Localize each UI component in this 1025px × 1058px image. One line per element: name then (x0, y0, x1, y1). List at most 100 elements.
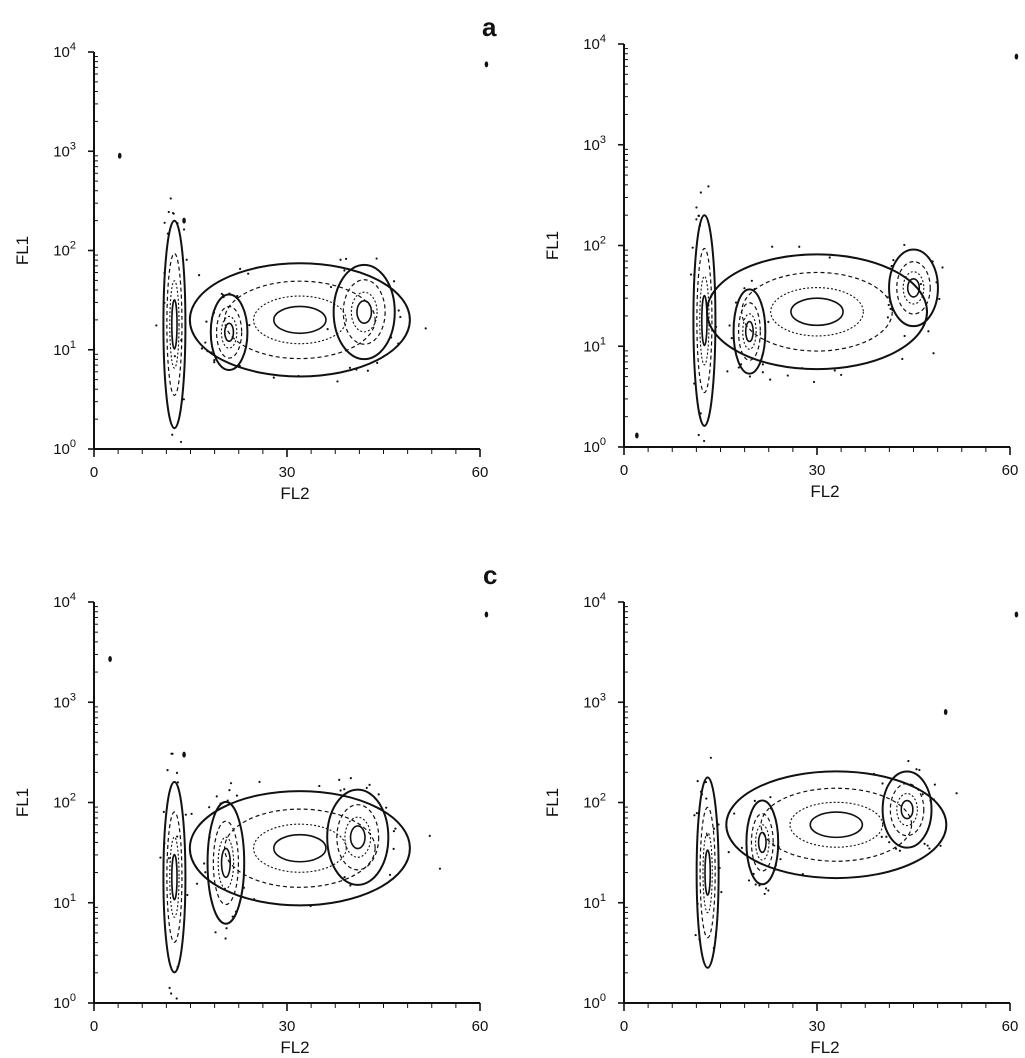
contour-level (206, 800, 246, 925)
event-dot (329, 285, 333, 289)
y-tick-exponent: 0 (600, 436, 606, 448)
contour-level (770, 287, 864, 337)
y-tick-base: 10 (53, 143, 70, 160)
y-tick-base: 10 (53, 895, 70, 912)
y-tick-exponent: 4 (600, 33, 606, 45)
contour-level (900, 799, 914, 820)
event-dot (898, 849, 902, 852)
contour-level (342, 279, 386, 345)
y-tick-exponent: 4 (600, 591, 606, 603)
event-dot (872, 772, 876, 776)
event-dot (771, 245, 774, 248)
event-dot (892, 259, 895, 262)
event-dot (887, 303, 890, 307)
event-dot (355, 368, 358, 371)
contour-population-4 (880, 759, 936, 852)
contour-population-2 (740, 796, 782, 896)
x-tick-label: 60 (1002, 1018, 1019, 1035)
event-dot (704, 781, 708, 784)
event-dot (696, 780, 699, 783)
event-dot (176, 781, 179, 784)
event-dot (720, 890, 723, 894)
contour-level (732, 288, 767, 375)
event-dot (222, 295, 225, 299)
event-dot (880, 835, 883, 838)
y-tick-base: 10 (583, 439, 600, 456)
contour-level (906, 277, 921, 298)
event-dot (743, 287, 746, 290)
x-tick-label: 60 (472, 464, 489, 481)
event-dot (888, 841, 891, 844)
event-dot (163, 842, 166, 845)
event-dot (342, 794, 345, 798)
x-tick-label: 60 (1002, 462, 1019, 479)
event-dot (309, 904, 312, 908)
x-axis-label: FL2 (280, 1038, 309, 1057)
event-dot (424, 327, 427, 330)
event-dot (159, 856, 162, 859)
event-dot (699, 191, 702, 194)
event-dot (343, 269, 346, 272)
event-dot (388, 873, 392, 876)
event-dot (935, 281, 938, 284)
contour-population-2 (203, 789, 246, 940)
y-tick-base: 10 (53, 243, 70, 260)
contour-level (692, 214, 717, 427)
contour-population-3 (693, 770, 958, 882)
event-dot (737, 366, 740, 369)
event-dot (236, 294, 239, 298)
event-dot (761, 363, 764, 366)
event-dot (326, 327, 329, 331)
contour-level (750, 813, 774, 872)
event-dot (828, 256, 831, 259)
event-dot (779, 858, 782, 861)
event-dot (754, 883, 757, 886)
y-axis-label: FL1 (543, 231, 562, 260)
event-dot (175, 771, 179, 774)
event-dot (349, 777, 352, 780)
event-dot (208, 806, 211, 809)
contour-level (169, 836, 180, 918)
outlier-point (484, 61, 489, 68)
y-tick-label: 101 (583, 335, 606, 355)
y-tick-label: 101 (53, 892, 76, 912)
event-dot (767, 889, 770, 892)
event-dot (376, 361, 379, 364)
contour-level (188, 790, 411, 907)
contour-level (220, 315, 238, 349)
event-dot (166, 232, 169, 235)
event-dot (769, 796, 772, 799)
event-dot (247, 272, 250, 275)
event-dot (928, 847, 931, 850)
y-tick-exponent: 2 (600, 235, 606, 247)
event-dot (176, 448, 180, 451)
event-dot (166, 769, 169, 772)
event-dot (173, 355, 176, 358)
event-dot (167, 857, 170, 860)
event-dot (955, 792, 958, 795)
y-tick-label: 104 (53, 591, 76, 611)
event-dot (204, 341, 207, 344)
event-dot (231, 915, 234, 918)
event-dot (752, 872, 755, 876)
contour-level (220, 847, 232, 879)
x-axis-label: FL2 (810, 1038, 839, 1057)
contour-level (744, 320, 755, 343)
event-dot (747, 879, 751, 882)
contour-population-2 (205, 292, 251, 371)
event-dot (923, 842, 926, 845)
event-dot (253, 898, 256, 901)
event-dot (297, 374, 300, 378)
y-tick-base: 10 (53, 44, 70, 61)
event-dot (698, 224, 702, 227)
contour-level (344, 816, 372, 858)
event-dot (728, 324, 731, 327)
x-tick-label: 0 (90, 1018, 98, 1035)
y-tick-exponent: 2 (70, 240, 76, 252)
event-dot (801, 367, 804, 370)
contour-level (888, 248, 939, 328)
event-dot (385, 806, 388, 809)
contour-level (166, 252, 183, 396)
event-dot (185, 258, 188, 261)
